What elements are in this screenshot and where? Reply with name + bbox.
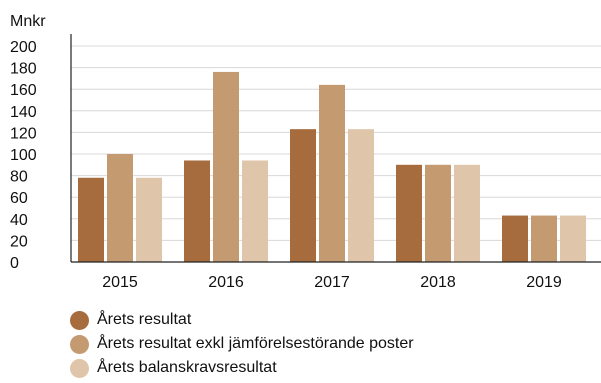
bar	[396, 164, 422, 262]
y-tick-label: 180	[10, 61, 37, 78]
bar	[78, 177, 104, 262]
y-tick-label: 0	[10, 255, 19, 272]
bar	[319, 84, 345, 262]
bar	[348, 129, 374, 262]
bar	[560, 215, 586, 262]
y-axis-label: Mnkr	[10, 13, 46, 30]
x-tick-label: 2016	[208, 274, 244, 291]
legend-swatch	[70, 358, 89, 378]
y-tick-label: 40	[10, 212, 28, 229]
y-tick-label: 100	[10, 147, 37, 164]
bar	[242, 160, 268, 262]
bar	[184, 160, 210, 262]
bars	[78, 71, 586, 262]
bar	[531, 215, 557, 262]
legend-item: Årets resultat exkl jämförelsestörande p…	[70, 332, 414, 356]
y-tick-label: 60	[10, 190, 28, 207]
bar	[454, 164, 480, 262]
bar	[136, 177, 162, 262]
bar	[107, 154, 133, 262]
legend-swatch	[70, 310, 89, 330]
x-tick-labels: 2015 2016 2017 2018 2019	[102, 274, 562, 291]
y-tick-label: 80	[10, 169, 28, 186]
legend-label: Årets balanskravsresultat	[97, 359, 277, 376]
legend-item: Årets balanskravsresultat	[70, 356, 414, 380]
legend-label: Årets resultat exkl jämförelsestörande p…	[97, 335, 414, 352]
legend: Årets resultat Årets resultat exkl jämfö…	[70, 308, 414, 380]
bar	[502, 215, 528, 262]
legend-label: Årets resultat	[97, 311, 192, 328]
x-tick-label: 2017	[314, 274, 350, 291]
bar	[425, 164, 451, 262]
y-tick-label: 20	[10, 233, 28, 250]
legend-swatch	[70, 334, 89, 354]
bar	[290, 129, 316, 262]
y-tick-labels: 0 20 40 60 80 100 120 140 160 180 200	[10, 39, 37, 272]
y-tick-label: 200	[10, 39, 37, 56]
y-tick-label: 120	[10, 125, 37, 142]
y-tick-label: 160	[10, 82, 37, 99]
y-tick-label: 140	[10, 104, 37, 121]
x-tick-label: 2018	[420, 274, 456, 291]
x-tick-label: 2015	[102, 274, 138, 291]
x-tick-label: 2019	[526, 274, 562, 291]
bar	[213, 71, 239, 262]
legend-item: Årets resultat	[70, 308, 414, 332]
